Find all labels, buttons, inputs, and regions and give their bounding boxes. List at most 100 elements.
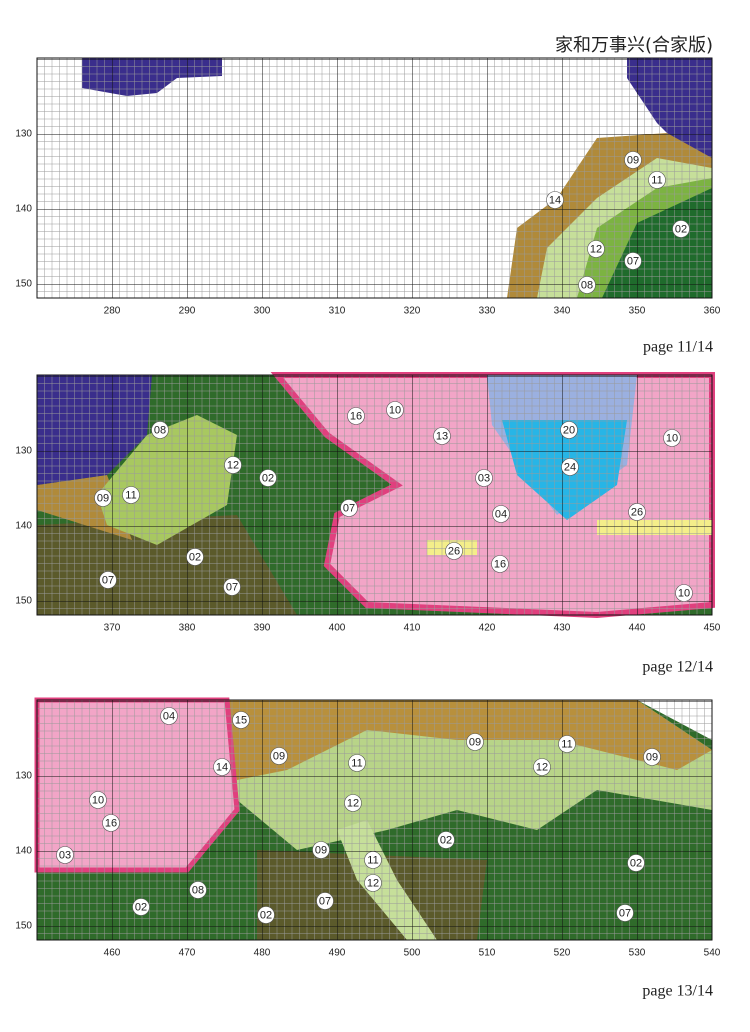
x-tick-label: 470 — [179, 948, 196, 959]
panel-art — [36, 57, 713, 299]
x-tick-label: 450 — [704, 623, 721, 634]
symbol-badge — [624, 252, 642, 270]
page-label: page 13/14 — [642, 983, 713, 1000]
symbol-label: 24 — [564, 461, 576, 473]
x-tick-label: 330 — [479, 306, 496, 317]
symbol-badge — [648, 171, 666, 189]
symbol-label: 11 — [367, 854, 378, 866]
x-tick-label: 410 — [404, 623, 421, 634]
symbol-badge — [189, 881, 207, 899]
x-tick-label: 530 — [629, 948, 646, 959]
symbol-badge — [348, 754, 366, 772]
symbol-badge — [213, 758, 231, 776]
y-tick-label: 140 — [15, 204, 32, 215]
symbol-badge — [347, 407, 365, 425]
symbol-badge — [578, 276, 596, 294]
symbol-badge — [102, 814, 120, 832]
symbol-badge — [533, 758, 551, 776]
symbol-badge — [475, 469, 493, 487]
symbol-badge — [616, 904, 634, 922]
symbol-badge — [437, 831, 455, 849]
x-tick-label: 290 — [179, 306, 196, 317]
y-tick-label: 140 — [15, 846, 32, 857]
y-tick-label: 150 — [15, 921, 32, 932]
symbol-label: 20 — [563, 424, 575, 436]
y-tick-label: 150 — [15, 279, 32, 290]
y-tick-label: 150 — [15, 596, 32, 607]
symbol-badge — [643, 748, 661, 766]
symbol-label: 16 — [350, 410, 362, 422]
y-tick-label: 130 — [15, 446, 32, 457]
symbol-label: 14 — [216, 761, 228, 773]
symbol-label: 12 — [367, 877, 379, 889]
symbol-label: 26 — [448, 545, 460, 557]
symbol-label: 14 — [549, 194, 561, 206]
symbol-badge — [257, 906, 275, 924]
symbol-label: 08 — [192, 884, 204, 896]
symbol-label: 07 — [102, 574, 114, 586]
x-tick-label: 440 — [629, 623, 646, 634]
x-tick-label: 370 — [104, 623, 121, 634]
symbol-badge — [186, 548, 204, 566]
symbol-badge — [624, 151, 642, 169]
x-tick-label: 500 — [404, 948, 421, 959]
page-label: page 11/14 — [643, 339, 713, 356]
symbol-badge — [270, 747, 288, 765]
x-tick-label: 480 — [254, 948, 271, 959]
symbol-badge — [672, 220, 690, 238]
symbol-label: 09 — [315, 844, 327, 856]
symbol-badge — [628, 503, 646, 521]
symbol-badge — [445, 542, 463, 560]
symbol-label: 09 — [273, 750, 285, 762]
symbol-label: 02 — [262, 472, 274, 484]
x-tick-label: 300 — [254, 306, 271, 317]
panel-art — [36, 372, 715, 619]
symbol-label: 26 — [631, 506, 643, 518]
symbol-label: 02 — [260, 909, 272, 921]
symbol-badge — [94, 489, 112, 507]
x-tick-label: 490 — [329, 948, 346, 959]
symbol-badge — [663, 429, 681, 447]
symbol-badge — [232, 711, 250, 729]
symbol-badge — [492, 505, 510, 523]
symbol-label: 08 — [581, 279, 593, 291]
x-tick-label: 320 — [404, 306, 421, 317]
x-tick-label: 310 — [329, 306, 346, 317]
symbol-badge — [99, 571, 117, 589]
symbol-label: 02 — [675, 223, 687, 235]
symbol-label: 09 — [627, 154, 639, 166]
symbol-label: 07 — [343, 502, 355, 514]
x-tick-label: 380 — [179, 623, 196, 634]
symbol-label: 07 — [226, 581, 238, 593]
symbol-label: 04 — [163, 710, 175, 722]
symbol-label: 02 — [135, 901, 147, 913]
symbol-badge — [561, 458, 579, 476]
symbol-badge — [224, 456, 242, 474]
y-tick-label: 130 — [15, 129, 32, 140]
symbol-label: 12 — [227, 459, 239, 471]
symbol-label: 09 — [646, 751, 658, 763]
x-tick-label: 520 — [554, 948, 571, 959]
x-tick-label: 390 — [254, 623, 271, 634]
x-tick-label: 460 — [104, 948, 121, 959]
symbol-badge — [587, 240, 605, 258]
symbol-badge — [466, 733, 484, 751]
x-tick-label: 430 — [554, 623, 571, 634]
symbol-label: 12 — [590, 243, 602, 255]
symbol-label: 12 — [347, 797, 359, 809]
symbol-badge — [312, 841, 330, 859]
symbol-label: 03 — [478, 472, 490, 484]
page-label: page 12/14 — [642, 659, 713, 676]
x-tick-label: 540 — [704, 948, 721, 959]
symbol-label: 16 — [494, 558, 506, 570]
x-tick-label: 280 — [104, 306, 121, 317]
symbol-badge — [160, 707, 178, 725]
symbol-badge — [491, 555, 509, 573]
symbol-badge — [132, 898, 150, 916]
x-tick-label: 360 — [704, 306, 721, 317]
symbol-badge — [386, 401, 404, 419]
x-tick-label: 510 — [479, 948, 496, 959]
symbol-label: 09 — [97, 492, 109, 504]
x-tick-label: 340 — [554, 306, 571, 317]
